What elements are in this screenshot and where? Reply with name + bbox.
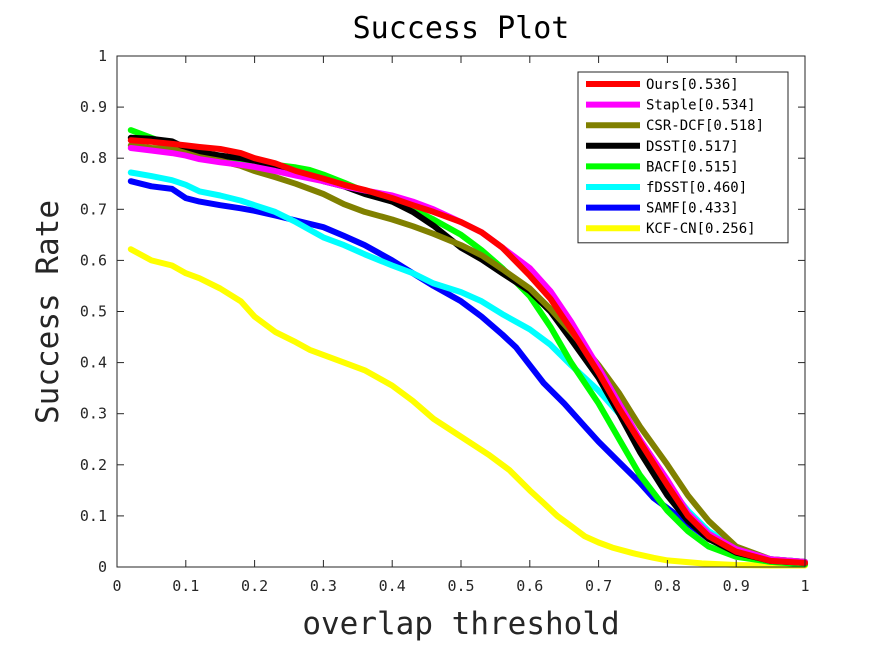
legend-label: BACF[0.515] <box>646 159 739 175</box>
x-axis-label: overlap threshold <box>302 606 619 642</box>
x-tick-label: 0.5 <box>447 577 474 595</box>
y-tick-label: 0.1 <box>80 507 107 525</box>
x-tick-label: 0.6 <box>516 577 543 595</box>
y-tick-label: 0.5 <box>80 303 107 321</box>
y-tick-label: 0.6 <box>80 251 107 269</box>
chart-title: Success Plot <box>353 11 570 46</box>
legend-label: SAMF[0.433] <box>646 201 739 217</box>
y-tick-label: 0.2 <box>80 456 107 474</box>
series-line-7 <box>127 137 808 566</box>
legend-box <box>577 71 789 244</box>
x-tick-label: 0.7 <box>585 577 612 595</box>
series-layer <box>127 127 808 569</box>
x-tick-label: 0.9 <box>723 577 750 595</box>
x-tick-label: 0.4 <box>379 577 406 595</box>
legend-label: Staple[0.534] <box>646 98 756 114</box>
series-line-4 <box>127 134 808 566</box>
x-tick-label: 0.1 <box>172 577 199 595</box>
y-tick-label: 0.7 <box>80 200 107 218</box>
y-tick-label: 0.4 <box>80 354 107 372</box>
y-tick-label: 1 <box>98 47 107 65</box>
plot-frame <box>116 55 806 568</box>
legend-label: fDSST[0.460] <box>646 180 747 196</box>
series-line-0 <box>127 246 808 569</box>
x-tick-label: 0 <box>112 577 121 595</box>
y-tick-label: 0.8 <box>80 149 107 167</box>
y-tick-label: 0.3 <box>80 405 107 423</box>
legend-label: Ours[0.536] <box>646 77 739 93</box>
y-tick-label: 0 <box>98 558 107 576</box>
x-tick-label: 0.2 <box>241 577 268 595</box>
ticks-layer: 0 0.1 0.2 0.3 0.4 0.5 0.6 0.7 0.8 0.9 1 0 0.1 0.2 0.3 0… <box>80 47 810 595</box>
x-tick-label: 1 <box>800 577 809 595</box>
x-tick-label: 0.3 <box>310 577 337 595</box>
legend-label: DSST[0.517] <box>646 139 739 155</box>
x-tick-label: 0.8 <box>654 577 681 595</box>
legend: Ours[0.536] Staple[0.534] CSR-DCF[0.518] DS… <box>577 71 789 244</box>
y-tick-label: 0.9 <box>80 98 107 116</box>
legend-label: CSR-DCF[0.518] <box>646 118 764 134</box>
y-axis-label: Success Rate <box>30 200 66 424</box>
legend-label: KCF-CN[0.256] <box>646 221 756 237</box>
